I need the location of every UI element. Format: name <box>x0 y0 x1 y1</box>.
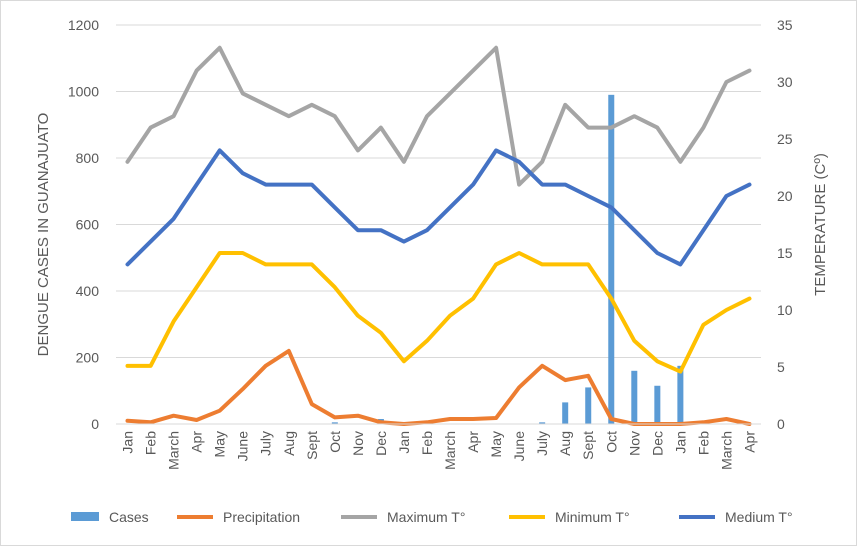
legend: Cases Precipitation Maximum T° Minimum T° Me… <box>71 509 793 525</box>
cases-bar <box>331 422 338 424</box>
x-tick-label: July <box>258 431 274 456</box>
gridlines <box>116 24 761 358</box>
right-axis-title: TEMPERATURE (Cº) <box>812 153 829 296</box>
left-tick-label: 600 <box>76 217 100 233</box>
legend-label-medium-t: Medium T° <box>725 509 793 525</box>
right-tick-label: 5 <box>777 359 785 375</box>
x-tick-label: Apr <box>189 431 205 453</box>
cases-bar <box>608 94 615 424</box>
series-lines <box>125 45 752 426</box>
left-axis-ticks: 0 200 400 600 800 1000 1200 <box>68 17 99 432</box>
cases-bar <box>654 385 661 424</box>
right-tick-label: 10 <box>777 302 793 318</box>
x-tick-label: March <box>442 431 458 470</box>
x-tick-label: Nov <box>350 431 366 456</box>
cases-bar <box>585 387 592 424</box>
right-axis-ticks: 0 5 10 15 20 25 30 35 <box>777 17 793 432</box>
left-tick-label: 1000 <box>68 84 99 100</box>
legend-label-cases: Cases <box>109 509 149 525</box>
right-tick-label: 35 <box>777 17 793 33</box>
x-tick-label: Jan <box>672 431 688 454</box>
x-tick-label: July <box>534 431 550 456</box>
x-tick-label: Oct <box>603 431 619 453</box>
x-tick-label: Sept <box>580 431 596 460</box>
right-tick-label: 0 <box>777 416 785 432</box>
minimum-t-line <box>125 251 752 374</box>
x-tick-label: June <box>511 431 527 462</box>
x-tick-label: May <box>488 431 504 457</box>
x-tick-label: Sept <box>304 431 320 460</box>
right-tick-label: 15 <box>777 245 793 261</box>
x-tick-label: Feb <box>695 431 711 455</box>
x-tick-label: Feb <box>143 431 159 455</box>
x-axis-ticks: Jan Feb March Apr May June July Aug Sept Oct Nov De… <box>120 431 758 470</box>
x-tick-label: Dec <box>649 431 665 456</box>
x-tick-label: June <box>235 431 251 462</box>
x-tick-label: Feb <box>419 431 435 455</box>
x-tick-label: Oct <box>327 431 343 453</box>
left-axis-title: DENGUE CASES IN GUANAJUATO <box>35 113 52 357</box>
x-tick-label: March <box>166 431 182 470</box>
cases-bar <box>539 422 546 424</box>
left-tick-label: 0 <box>91 416 99 432</box>
cases-bar <box>677 365 684 424</box>
left-tick-label: 1200 <box>68 17 99 33</box>
x-tick-label: Apr <box>465 431 481 453</box>
right-tick-label: 20 <box>777 188 793 204</box>
x-tick-label: Jan <box>396 431 412 454</box>
x-tick-label: Apr <box>741 431 757 453</box>
x-tick-label: May <box>212 431 228 457</box>
x-tick-label: Aug <box>557 431 573 456</box>
legend-label-minimum-t: Minimum T° <box>555 509 630 525</box>
x-tick-label: March <box>718 431 734 470</box>
left-tick-label: 800 <box>76 150 100 166</box>
x-tick-label: Dec <box>373 431 389 456</box>
cases-bar <box>562 402 569 424</box>
maximum-t-line <box>125 45 752 187</box>
legend-label-maximum-t: Maximum T° <box>387 509 465 525</box>
right-tick-label: 30 <box>777 74 793 90</box>
legend-swatch-cases <box>71 512 99 521</box>
x-tick-label: Nov <box>626 431 642 456</box>
cases-bar <box>631 370 638 424</box>
x-tick-label: Aug <box>281 431 297 456</box>
legend-label-precipitation: Precipitation <box>223 509 300 525</box>
left-tick-label: 200 <box>76 350 100 366</box>
x-tick-label: Jan <box>120 431 136 454</box>
medium-t-line <box>125 148 752 267</box>
right-tick-label: 25 <box>777 131 793 147</box>
left-tick-label: 400 <box>76 283 100 299</box>
